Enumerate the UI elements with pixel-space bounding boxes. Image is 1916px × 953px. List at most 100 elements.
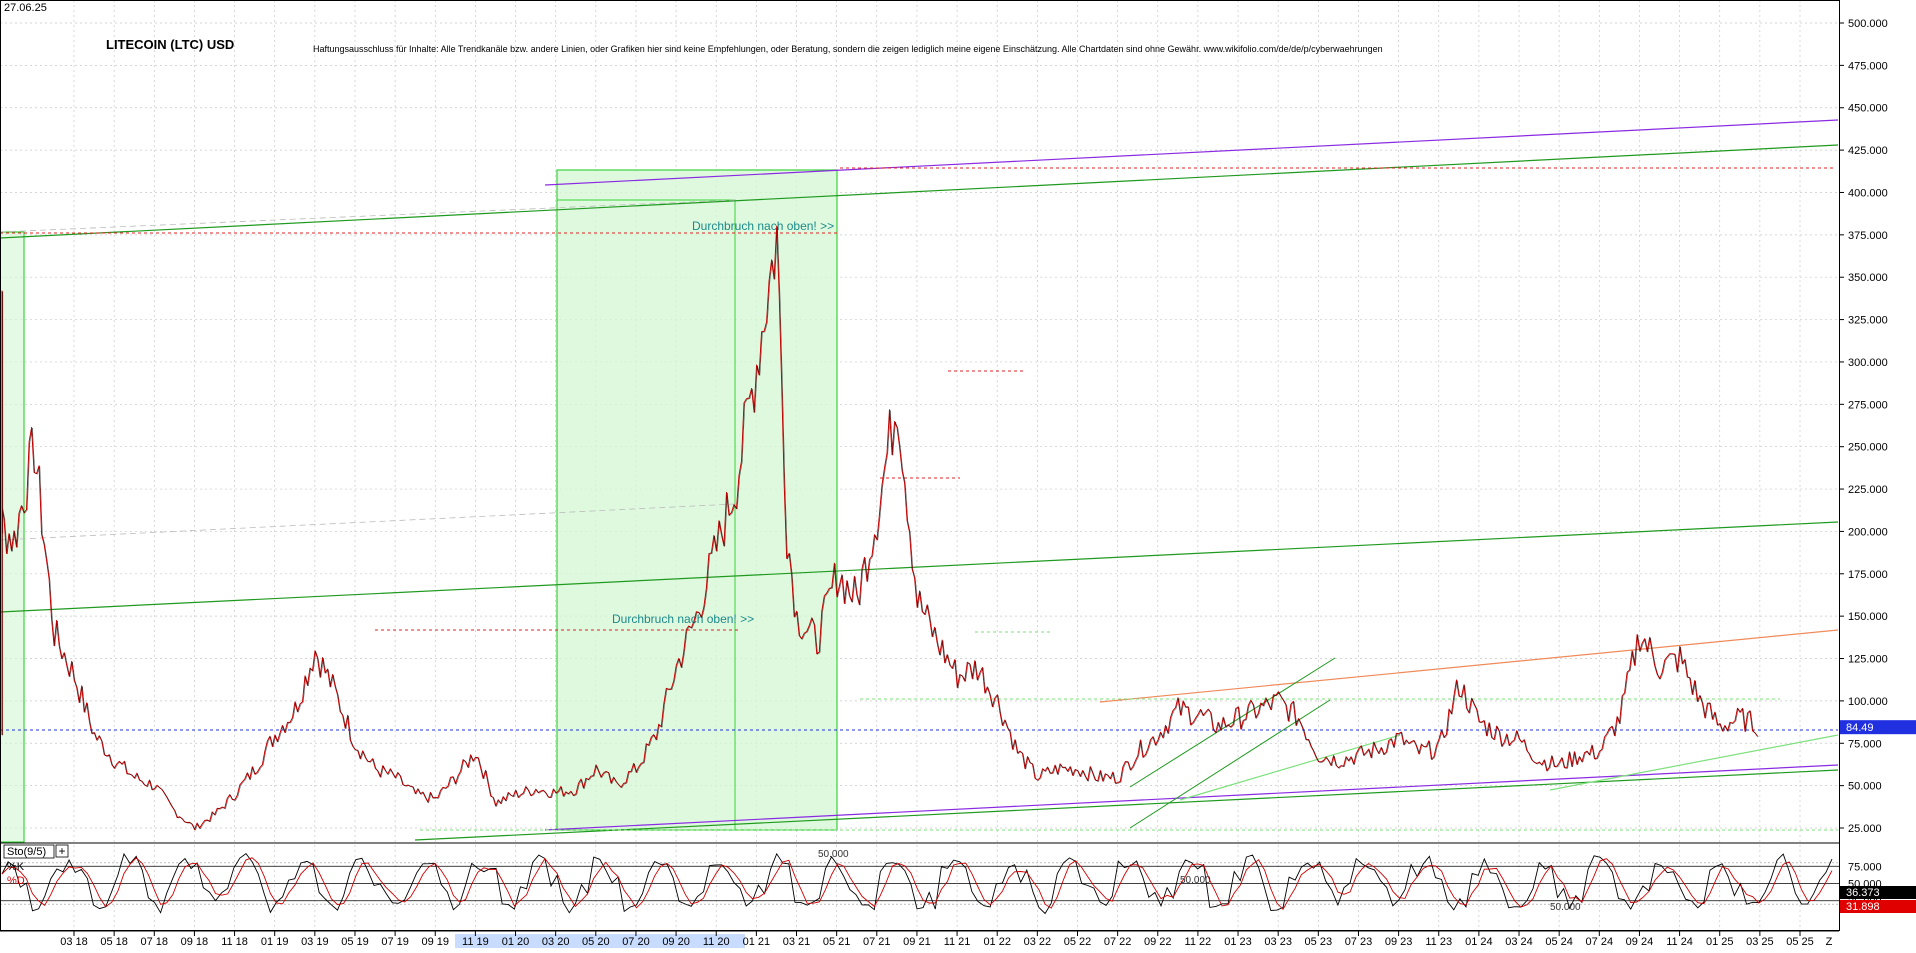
sto-k-line [1, 852, 1833, 915]
y-tick-label: 125.000 [1848, 654, 1888, 666]
x-tick-label: 01 25 [1706, 936, 1734, 948]
x-tick-label: 07 24 [1586, 936, 1614, 948]
x-tick-label: 11 18 [221, 936, 248, 948]
x-tick-label: 09 23 [1385, 936, 1413, 948]
x-tick-label: 05 20 [582, 936, 610, 948]
x-tick-label: 05 23 [1305, 936, 1333, 948]
x-tick-label: 03 24 [1505, 936, 1533, 948]
x-tick-label: 11 23 [1425, 936, 1452, 948]
y-tick-label: 325.000 [1848, 315, 1888, 327]
x-tick-label: 09 22 [1144, 936, 1172, 948]
y-tick-label: 450.000 [1848, 103, 1888, 115]
sto-legend-d: %D [7, 875, 25, 887]
x-end-label: Z [1826, 936, 1833, 948]
y-tick-label: 475.000 [1848, 60, 1888, 72]
annotation-breakout-1: Durchbruch nach oben! >> [692, 219, 834, 233]
x-tick-label: 03 21 [783, 936, 811, 948]
dashed-grey-mid [0, 503, 736, 541]
highlight-box-2020-2021 [556, 169, 838, 831]
x-tick-label: 09 24 [1626, 936, 1654, 948]
price-series [1, 225, 1759, 831]
price-line [1, 225, 1759, 831]
y-tick-label: 175.000 [1848, 569, 1888, 581]
highlight-box-2018 [0, 231, 25, 843]
x-tick-label: 07 23 [1345, 936, 1373, 948]
x-tick-label: 03 19 [301, 936, 329, 948]
last-price-box [1840, 720, 1916, 735]
x-tick-label: 11 21 [944, 936, 971, 948]
x-tick-label: 11 20 [703, 936, 730, 948]
x-tick-label: 09 20 [662, 936, 690, 948]
sto-expand-icon [55, 844, 69, 858]
sto-k-value-box [1840, 886, 1916, 899]
x-tick-label: 07 21 [863, 936, 891, 948]
x-tick-label: 05 19 [341, 936, 369, 948]
y-tick-label: 200.000 [1848, 526, 1888, 538]
date-label: 27.06.25 [4, 2, 47, 14]
x-tick-label: 11 24 [1666, 936, 1693, 948]
sto-d-line [1, 857, 1833, 911]
y-tick-label: 150.000 [1848, 611, 1888, 623]
trend-line-orange [1099, 629, 1839, 703]
x-tick-label: 01 24 [1465, 936, 1493, 948]
x-tick-label: 05 24 [1545, 936, 1573, 948]
y-tick-label: 425.000 [1848, 145, 1888, 157]
y-tick-label: 100.000 [1848, 696, 1888, 708]
x-tick-label: 05 18 [100, 936, 128, 948]
sto-level-label: 50.000 [818, 849, 849, 860]
sto-d-value-box [1840, 900, 1916, 913]
x-tick-label: 07 22 [1104, 936, 1132, 948]
y-tick-label: 25.000 [1848, 823, 1882, 835]
highlight-box-inner [556, 199, 736, 831]
trend-line-upper-green [0, 144, 1839, 239]
x-tick-label: 01 22 [983, 936, 1011, 948]
y-tick-label: 75.000 [1848, 738, 1882, 750]
x-tick-label: 07 18 [141, 936, 169, 948]
trend-line-short-2 [1129, 699, 1331, 829]
x-tick-label: 09 19 [421, 936, 449, 948]
y-tick-label: 250.000 [1848, 442, 1888, 454]
x-tick-label: 03 23 [1264, 936, 1292, 948]
grid [0, 0, 1838, 931]
trend-line-mid-green [0, 521, 1839, 613]
y-tick-label: 375.000 [1848, 230, 1888, 242]
x-tick-label: 03 22 [1024, 936, 1052, 948]
y-tick-label: 300.000 [1848, 357, 1888, 369]
trend-line-support [1549, 734, 1839, 791]
disclaimer-text: Haftungsausschluss für Inhalte: Alle Tre… [313, 44, 1383, 54]
dashed-grey-upper [0, 199, 736, 233]
trend-line-upper-purple [544, 119, 1839, 186]
x-tick-label: 07 19 [381, 936, 409, 948]
y-tick-label: 225.000 [1848, 484, 1888, 496]
sto-k-value: 36.373 [1846, 887, 1880, 899]
sto-level-label: 50.000 [1550, 902, 1581, 913]
y-tick-label: 500.000 [1848, 18, 1888, 30]
trend-line-short-1 [1129, 657, 1336, 788]
x-tick-label: 05 22 [1064, 936, 1092, 948]
x-tick-label: 05 21 [823, 936, 851, 948]
trend-line-short-3 [1179, 734, 1401, 801]
trend-line-lower-green [414, 769, 1839, 841]
y-tick-label: 50.000 [1848, 781, 1882, 793]
y-tick-label: 350.000 [1848, 272, 1888, 284]
price-line-shadow [2, 226, 1759, 831]
sto-title: Sto(9/5) [7, 846, 46, 858]
x-tick-label: 03 18 [60, 936, 88, 948]
x-tick-label: 03 20 [542, 936, 570, 948]
x-tick-label: 01 19 [261, 936, 289, 948]
chart-title: LITECOIN (LTC) USD [106, 37, 234, 52]
sto-title-box [3, 844, 55, 859]
last-price-label: 84.49 [1846, 722, 1874, 734]
x-tick-label: 07 20 [622, 936, 650, 948]
sto-d-value: 31.898 [1846, 901, 1880, 913]
sto-expand-glyph: + [59, 844, 66, 858]
annotation-breakout-2: Durchbruch nach oben! >> [612, 612, 754, 626]
x-tick-label: 09 21 [903, 936, 931, 948]
x-tick-label: 01 23 [1224, 936, 1252, 948]
x-tick-label: 09 18 [181, 936, 209, 948]
overlays: Durchbruch nach oben! >> Durchbruch nach … [0, 119, 1839, 843]
